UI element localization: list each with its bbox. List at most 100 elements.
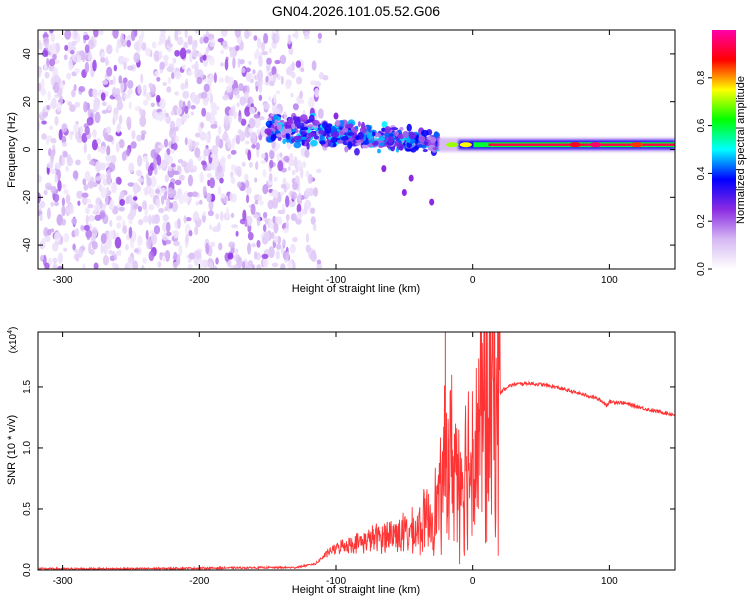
noise-blob xyxy=(285,214,290,221)
noise-blob xyxy=(162,257,167,262)
noise-blob xyxy=(125,196,130,205)
noise-blob xyxy=(144,185,152,195)
noise-blob xyxy=(107,104,113,111)
noise-blob xyxy=(166,231,172,237)
noise-blob xyxy=(310,216,316,225)
noise-blob xyxy=(99,146,107,154)
noise-blob xyxy=(64,30,72,40)
noise-blob xyxy=(276,152,280,162)
noise-blob xyxy=(65,165,70,172)
noise-blob xyxy=(127,80,134,89)
noise-blob xyxy=(247,215,253,227)
noise-blob xyxy=(286,79,293,87)
noise-blob xyxy=(122,225,127,234)
signal-blob xyxy=(341,127,349,133)
noise-blob xyxy=(63,54,68,61)
noise-blob xyxy=(52,53,57,61)
noise-blob xyxy=(238,115,243,123)
snr-y-tick-label: 0.0 xyxy=(22,563,33,577)
noise-blob xyxy=(205,46,210,53)
spec-x-tick-label: -100 xyxy=(326,275,346,286)
noise-blob xyxy=(154,141,161,154)
noise-blob xyxy=(247,242,252,255)
noise-blob xyxy=(237,129,243,135)
signal-blob xyxy=(291,123,296,130)
signal-blob xyxy=(319,134,324,141)
noise-blob xyxy=(78,247,83,258)
signal-blob xyxy=(415,134,420,143)
spectrogram-xlabel: Height of straight line (km) xyxy=(292,283,420,295)
snr-y-tick-label: 0.5 xyxy=(22,502,33,516)
noise-blob xyxy=(202,259,209,268)
noise-blob xyxy=(245,265,250,269)
noise-blob xyxy=(127,182,135,187)
noise-blob xyxy=(220,30,228,37)
noise-blob xyxy=(185,161,193,171)
noise-blob xyxy=(141,42,147,51)
noise-blob xyxy=(219,177,224,184)
noise-blob xyxy=(61,218,67,226)
noise-blob xyxy=(63,232,70,243)
noise-blob xyxy=(39,213,43,222)
noise-blob xyxy=(209,260,214,269)
noise-blob xyxy=(145,229,149,240)
noise-blob xyxy=(132,196,138,201)
noise-blob xyxy=(291,191,298,200)
noise-blob xyxy=(179,174,185,181)
noise-blob xyxy=(66,156,74,167)
noise-blob xyxy=(88,52,93,63)
noise-blob xyxy=(173,195,178,201)
noise-blob xyxy=(71,217,78,225)
noise-blob xyxy=(42,50,48,57)
noise-blob xyxy=(111,181,117,194)
noise-blob xyxy=(283,155,290,162)
signal-outlier xyxy=(429,198,435,206)
noise-blob xyxy=(148,204,155,211)
noise-blob xyxy=(312,223,317,231)
noise-blob xyxy=(46,207,51,220)
noise-blob xyxy=(133,42,140,51)
carrier-hotspot xyxy=(459,142,472,148)
noise-blob xyxy=(119,191,125,200)
noise-blob xyxy=(137,84,142,95)
noise-blob xyxy=(105,193,109,206)
noise-blob xyxy=(100,243,104,255)
noise-blob xyxy=(181,64,187,70)
noise-blob xyxy=(40,87,47,96)
noise-blob xyxy=(118,206,125,212)
noise-blob xyxy=(168,43,173,48)
noise-blob xyxy=(256,48,260,55)
signal-blob xyxy=(408,131,415,140)
noise-blob xyxy=(219,211,224,222)
noise-blob xyxy=(139,108,143,116)
noise-blob xyxy=(128,226,133,239)
noise-blob xyxy=(120,81,125,92)
noise-blob xyxy=(188,230,193,237)
noise-blob xyxy=(266,57,272,65)
noise-blob xyxy=(117,55,125,65)
noise-blob xyxy=(74,131,80,140)
noise-blob xyxy=(248,117,256,129)
noise-blob xyxy=(229,264,235,269)
noise-blob xyxy=(261,253,269,260)
noise-blob xyxy=(244,106,251,117)
noise-blob xyxy=(117,96,123,105)
signal-blob xyxy=(377,148,381,154)
noise-blob xyxy=(159,32,166,45)
noise-blob xyxy=(312,187,319,197)
noise-blob xyxy=(158,207,165,214)
signal-blob xyxy=(270,124,275,129)
noise-blob xyxy=(241,161,246,167)
noise-blob xyxy=(50,201,55,207)
noise-blob xyxy=(159,61,165,70)
noise-blob xyxy=(133,248,140,253)
noise-blob xyxy=(166,86,172,93)
noise-blob xyxy=(235,134,241,145)
noise-blob xyxy=(265,218,269,225)
noise-blob xyxy=(230,176,236,184)
signal-blob xyxy=(277,136,282,141)
noise-blob xyxy=(61,156,66,166)
noise-blob xyxy=(148,214,152,225)
signal-blob xyxy=(293,135,301,141)
